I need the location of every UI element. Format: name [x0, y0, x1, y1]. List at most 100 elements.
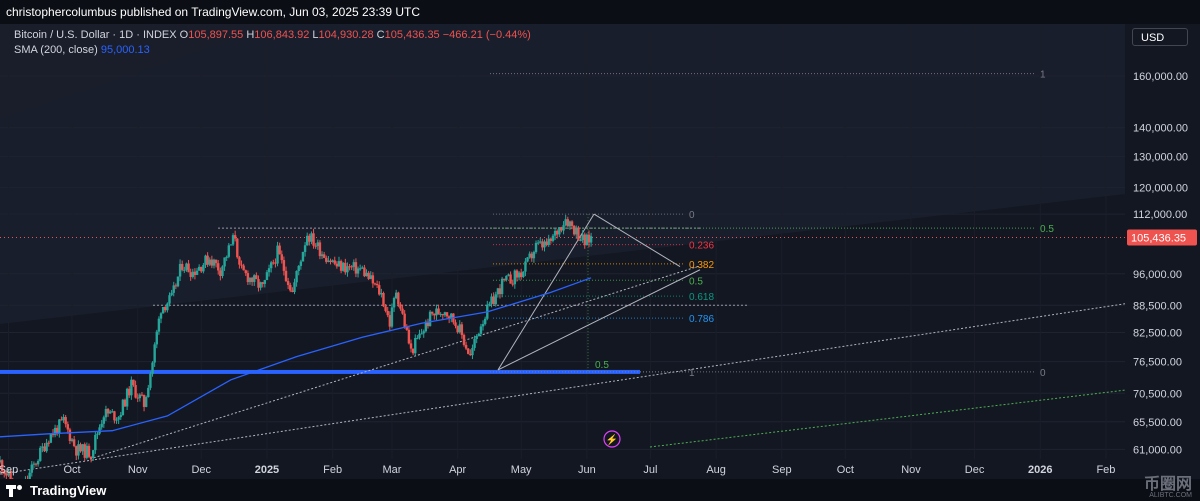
candle-body	[115, 419, 118, 421]
candle-body	[282, 260, 286, 271]
candle-body	[437, 308, 440, 315]
open-label: O	[179, 29, 189, 41]
x-tick-label: Aug	[706, 464, 726, 476]
candle-body	[335, 263, 339, 267]
candle-body	[320, 254, 324, 257]
candle-body	[187, 263, 190, 273]
candle-body	[227, 245, 231, 257]
chart-legend: Bitcoin / U.S. Dollar · 1D · INDEX O105,…	[14, 28, 531, 58]
candle-body	[356, 268, 360, 274]
candle-body	[475, 336, 478, 339]
candle-body	[274, 262, 277, 264]
candle-body	[322, 254, 326, 258]
candle-body	[394, 292, 398, 298]
candle-body	[553, 230, 557, 236]
candle-body	[289, 284, 292, 291]
chart-area[interactable]: 0 0.236 0.382 0.5 0.618 0.786 1 1 0.5 0 0.5 ⚡ 160,0…	[0, 24, 1200, 497]
sma-row[interactable]: SMA (200, close) 95,000.13	[14, 43, 531, 58]
candle-body	[583, 234, 586, 246]
candle-body	[490, 296, 493, 304]
candle-body	[147, 387, 150, 398]
price-chart[interactable]: 0 0.236 0.382 0.5 0.618 0.786 1 1 0.5 0 0.5 ⚡ 160,0…	[0, 24, 1200, 497]
candle-body	[318, 242, 322, 257]
brand-label: TradingView	[30, 483, 107, 498]
close-label: C	[376, 29, 385, 41]
y-tick-label: 112,000.00	[1133, 209, 1187, 221]
candle-body	[208, 259, 211, 265]
candle-body	[94, 434, 97, 451]
candle-body	[397, 292, 400, 305]
candle-body	[401, 308, 404, 314]
candle-body	[420, 333, 423, 335]
candle-body	[68, 429, 72, 442]
candle-body	[473, 338, 476, 348]
candle-body	[100, 423, 103, 428]
candle-body	[431, 311, 434, 314]
change-value: −466.21 (−0.44%)	[442, 29, 531, 41]
y-tick-label: 76,500.00	[1133, 357, 1182, 369]
candle-body	[119, 415, 122, 418]
candle-body	[0, 460, 4, 472]
lightning-icon	[603, 430, 621, 448]
candle-body	[575, 227, 578, 235]
candle-body	[447, 316, 451, 319]
y-tick-label: 96,000.00	[1133, 269, 1182, 281]
y-tick-label: 130,000.00	[1133, 151, 1188, 163]
candle-body	[284, 270, 288, 282]
candle-body	[185, 263, 188, 270]
candle-body	[7, 471, 10, 476]
candle-body	[522, 271, 525, 277]
candle-body	[102, 417, 106, 424]
candle-body	[577, 227, 580, 241]
low-label: L	[312, 29, 319, 41]
tradingview-logo[interactable]: TradingView	[6, 483, 106, 498]
trendline	[497, 269, 701, 371]
candle-body	[566, 219, 569, 227]
site-watermark: 币圈网 ALIBTC.COM	[1144, 470, 1192, 499]
candle-body	[333, 260, 336, 264]
candle-body	[70, 439, 74, 442]
candle-body	[238, 257, 241, 265]
candle-body	[526, 257, 529, 262]
candle-body	[303, 245, 307, 252]
x-tick-label: Dec	[191, 464, 211, 476]
close-value: 105,436.35	[384, 29, 440, 41]
fib-level-label: 0.618	[689, 292, 714, 303]
candle-body	[79, 444, 82, 452]
candle-body	[96, 433, 99, 435]
candle-body	[212, 259, 216, 266]
candle-body	[560, 227, 563, 231]
y-tick-label: 160,000.00	[1133, 71, 1188, 83]
candle-body	[414, 338, 417, 354]
candle-body	[58, 419, 61, 434]
candle-body	[503, 278, 506, 280]
currency-button[interactable]: USD	[1132, 28, 1188, 46]
candle-body	[229, 244, 233, 246]
x-tick-label: Sep	[0, 464, 18, 476]
candle-body	[428, 311, 432, 327]
channel-shade	[0, 24, 1125, 324]
candle-body	[346, 266, 349, 273]
candle-body	[200, 266, 203, 272]
candle-body	[407, 329, 411, 344]
candle-body	[513, 270, 517, 285]
candle-body	[43, 446, 46, 452]
candle-body	[263, 280, 267, 284]
lightning-glyph: ⚡	[606, 433, 618, 446]
candle-body	[500, 278, 504, 295]
candle-body	[125, 388, 129, 407]
candle-body	[64, 417, 67, 425]
candle-body	[418, 333, 421, 338]
candle-body	[479, 326, 483, 334]
candle-body	[231, 235, 235, 245]
candle-body	[519, 272, 523, 277]
candle-body	[248, 277, 252, 283]
x-tick-label: 2025	[255, 464, 279, 476]
publisher-bar: christophercolumbus published on Trading…	[0, 0, 1200, 24]
candle-body	[197, 266, 201, 271]
candle-body	[255, 275, 258, 279]
candle-body	[416, 337, 419, 339]
last-price-label: 105,436.35	[1131, 232, 1186, 244]
y-tick-label: 120,000.00	[1133, 182, 1188, 194]
high-value: 106,843.92	[254, 29, 310, 41]
